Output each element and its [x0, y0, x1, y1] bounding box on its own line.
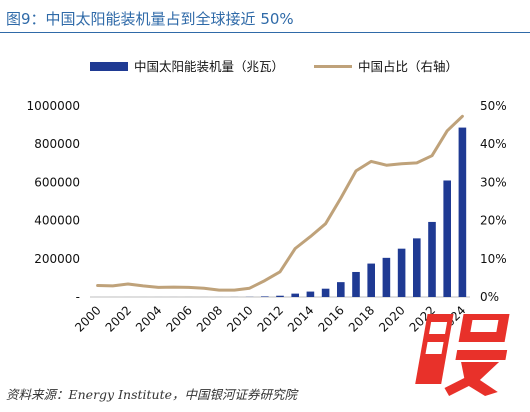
bar: [352, 271, 360, 297]
x-tick-label: 2006: [163, 303, 194, 334]
x-tick-label: 2002: [103, 303, 134, 334]
y-left-tick-label: 400000: [34, 214, 80, 228]
legend-label-bar: 中国太阳能装机量（兆瓦）: [134, 59, 284, 74]
bar: [413, 238, 421, 297]
y-right-tick-label: 50%: [480, 99, 507, 113]
watermark-logo: [415, 314, 510, 396]
x-tick-label: 2010: [224, 303, 255, 334]
bar: [306, 291, 315, 297]
x-tick-label: 2012: [255, 303, 286, 334]
combo-chart: 中国太阳能装机量（兆瓦） 中国占比（右轴） - 200000 400000 60000…: [27, 59, 507, 335]
y-left-tick-label: 200000: [34, 252, 80, 266]
bar: [321, 288, 330, 297]
y-right-tick-label: 20%: [480, 214, 507, 228]
bar: [276, 295, 284, 297]
bar: [458, 127, 467, 297]
x-tick-label: 2018: [346, 303, 377, 334]
bar: [337, 282, 345, 297]
source-note: 资料来源：Energy Institute，中国银河证券研究院: [6, 387, 298, 402]
x-tick-label: 2008: [194, 303, 225, 334]
bar: [261, 296, 269, 297]
x-tick-label: 2020: [376, 303, 407, 334]
bar: [291, 293, 299, 297]
bar: [428, 221, 436, 297]
y-right-tick-label: 40%: [480, 137, 507, 151]
chart-title: 图9：中国太阳能装机量占到全球接近 50%: [6, 10, 294, 28]
legend-label-line: 中国占比（右轴）: [358, 59, 458, 74]
legend-swatch-bar: [90, 62, 128, 71]
bar: [367, 263, 375, 297]
bar: [397, 248, 406, 297]
y-left-tick-label: 600000: [34, 175, 80, 189]
y-left-tick-label: -: [76, 290, 80, 304]
y-left-tick-label: 800000: [34, 137, 80, 151]
title-rule: [0, 32, 530, 33]
x-tick-label: 2000: [72, 303, 103, 334]
x-tick-label: 2016: [315, 303, 346, 334]
x-tick-label: 2004: [133, 303, 164, 334]
line-series-share: [96, 114, 464, 292]
y-right-tick-label: 0%: [480, 290, 499, 304]
chart-legend: 中国太阳能装机量（兆瓦） 中国占比（右轴）: [90, 59, 458, 74]
y-left-tick-label: 1000000: [27, 99, 80, 113]
y-right-tick-label: 10%: [480, 252, 507, 266]
bar: [443, 180, 451, 297]
bar: [382, 257, 391, 297]
x-tick-label: 2014: [285, 303, 316, 334]
y-right-tick-label: 30%: [480, 175, 507, 189]
